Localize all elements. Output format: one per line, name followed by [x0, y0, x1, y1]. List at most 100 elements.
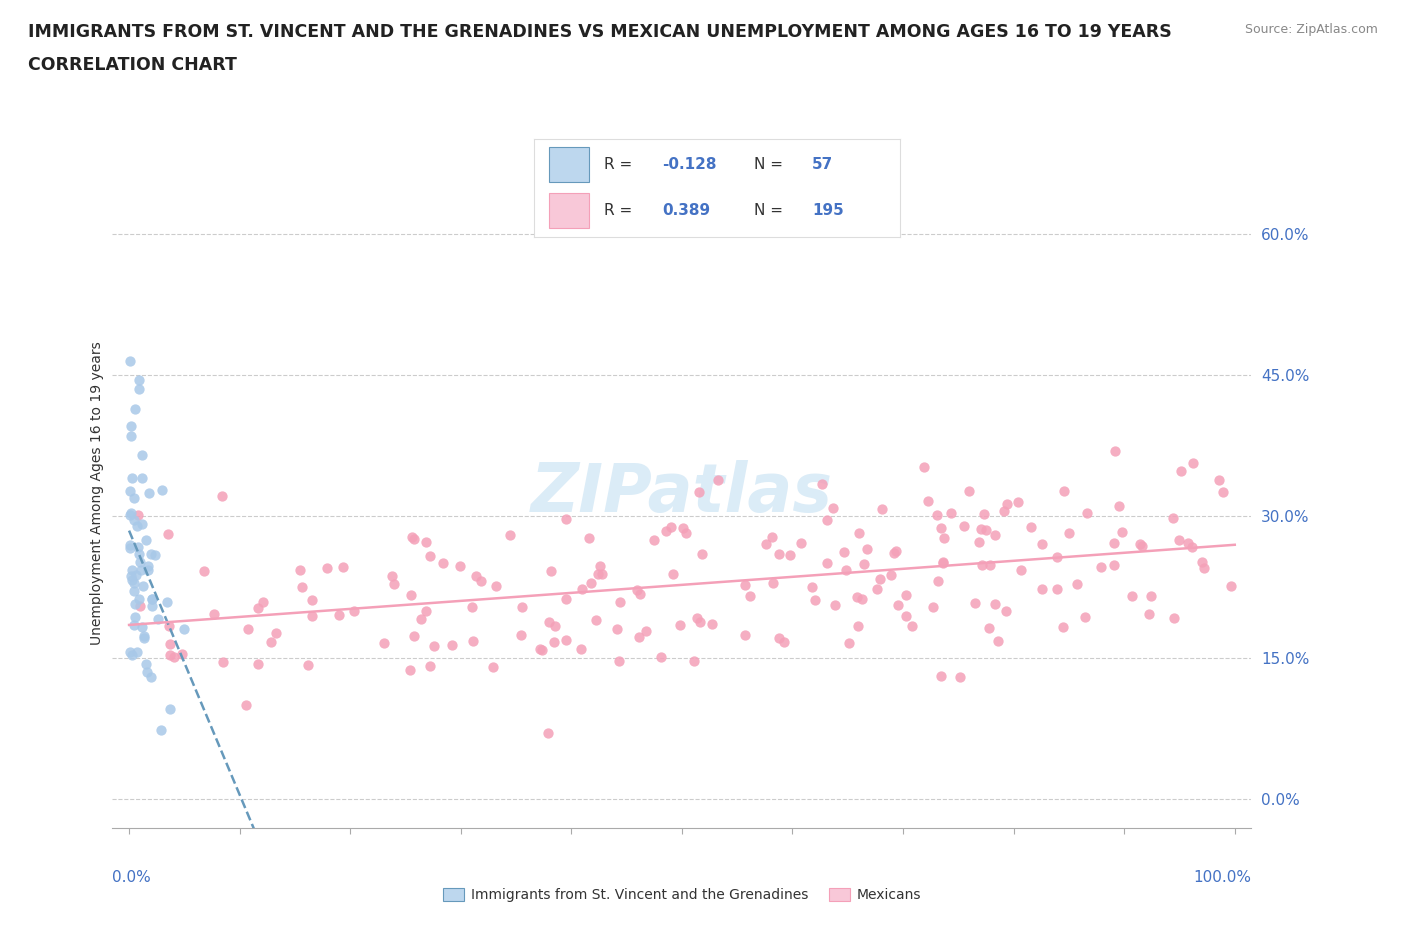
Point	[571, 582, 593, 597]
Point	[1208, 472, 1230, 487]
Point	[315, 561, 337, 576]
Point	[540, 564, 562, 578]
Point	[970, 557, 993, 572]
Point	[470, 574, 492, 589]
Point	[734, 578, 756, 592]
Point	[815, 512, 838, 527]
Point	[136, 558, 159, 573]
Text: 0.389: 0.389	[662, 204, 710, 219]
Point	[260, 635, 283, 650]
Point	[301, 592, 323, 607]
Point	[301, 609, 323, 624]
Point	[381, 568, 404, 583]
Point	[887, 597, 910, 612]
Point	[143, 548, 166, 563]
Point	[120, 505, 142, 520]
Point	[157, 526, 180, 541]
Point	[138, 485, 160, 500]
Point	[917, 493, 939, 508]
Point	[211, 488, 233, 503]
Point	[235, 698, 257, 712]
Point	[1104, 536, 1126, 551]
Point	[157, 618, 180, 633]
Point	[1220, 579, 1243, 594]
Point	[688, 485, 710, 499]
Point	[939, 505, 962, 520]
Text: Source: ZipAtlas.com: Source: ZipAtlas.com	[1244, 23, 1378, 36]
Point	[929, 669, 952, 684]
Text: R =: R =	[603, 157, 637, 172]
Point	[332, 560, 354, 575]
Point	[159, 637, 181, 652]
Point	[804, 593, 827, 608]
Point	[974, 523, 997, 538]
FancyBboxPatch shape	[548, 193, 589, 229]
Point	[953, 519, 976, 534]
Point	[510, 599, 533, 614]
Point	[995, 604, 1018, 618]
Point	[1163, 611, 1185, 626]
Point	[127, 539, 149, 554]
Point	[193, 564, 215, 578]
Point	[127, 507, 149, 522]
Point	[866, 581, 889, 596]
Point	[149, 722, 172, 737]
Point	[1031, 537, 1053, 551]
Point	[141, 591, 163, 606]
Point	[589, 558, 612, 573]
Point	[529, 642, 551, 657]
Point	[921, 599, 943, 614]
Point	[901, 618, 924, 633]
Point	[869, 571, 891, 586]
Point	[499, 527, 522, 542]
Point	[607, 654, 630, 669]
Point	[883, 545, 905, 560]
Point	[932, 531, 955, 546]
Text: N =: N =	[754, 157, 787, 172]
Point	[768, 631, 790, 645]
Point	[811, 477, 834, 492]
Point	[846, 618, 869, 633]
Point	[1130, 538, 1153, 553]
Point	[852, 557, 875, 572]
Point	[131, 471, 153, 485]
Point	[1129, 536, 1152, 551]
Point	[1181, 539, 1204, 554]
Point	[419, 549, 441, 564]
Point	[1104, 444, 1126, 458]
Point	[124, 618, 146, 632]
Point	[768, 547, 790, 562]
Text: N =: N =	[754, 204, 787, 219]
Point	[880, 568, 903, 583]
Point	[120, 538, 142, 552]
Point	[120, 484, 142, 498]
Point	[554, 632, 576, 647]
Point	[146, 612, 169, 627]
Point	[124, 402, 146, 417]
Point	[628, 587, 651, 602]
Point	[675, 526, 697, 541]
Point	[122, 512, 145, 527]
Point	[761, 530, 783, 545]
Point	[588, 566, 610, 581]
Point	[125, 519, 148, 534]
Point	[1163, 511, 1185, 525]
Point	[163, 649, 186, 664]
Point	[1046, 581, 1069, 596]
Point	[1168, 533, 1191, 548]
Point	[927, 508, 949, 523]
Point	[643, 533, 665, 548]
Point	[707, 472, 730, 487]
Point	[122, 584, 145, 599]
Point	[835, 563, 858, 578]
Point	[343, 604, 366, 618]
Point	[1177, 536, 1199, 551]
Point	[131, 517, 153, 532]
Point	[404, 531, 426, 546]
Point	[128, 373, 150, 388]
Point	[773, 634, 796, 649]
Point	[1076, 506, 1098, 521]
Point	[159, 701, 181, 716]
Point	[432, 555, 454, 570]
Text: -0.128: -0.128	[662, 157, 717, 172]
